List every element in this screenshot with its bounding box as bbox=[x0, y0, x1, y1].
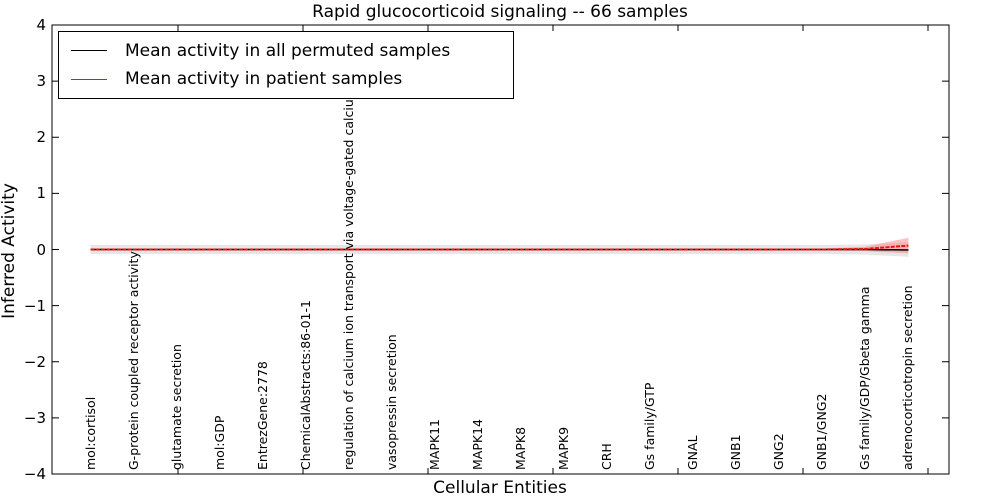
x-category-label: Gs family/GDP/Gbeta gamma bbox=[857, 286, 873, 470]
x-category-label: MAPK8 bbox=[513, 426, 528, 470]
x-category-label: MAPK9 bbox=[556, 426, 572, 470]
x-category-label: GNB1 bbox=[728, 434, 744, 470]
y-tick-label: −1 bbox=[23, 296, 46, 315]
y-tick-label: −3 bbox=[23, 408, 46, 427]
x-category-label: adrenocorticotropin secretion bbox=[900, 285, 916, 470]
x-category-label: glutamate secretion bbox=[168, 344, 184, 470]
legend-item-patient: Mean activity in patient samples bbox=[71, 69, 513, 89]
legend-label-patient: Mean activity in patient samples bbox=[125, 69, 403, 90]
x-category-label: mol:cortisol bbox=[82, 396, 98, 470]
x-category-label: MAPK14 bbox=[469, 419, 485, 470]
y-tick-label: 0 bbox=[36, 240, 46, 259]
legend-label-permuted: Mean activity in all permuted samples bbox=[125, 40, 451, 61]
y-tick-label: 2 bbox=[36, 128, 46, 147]
permuted-line-icon bbox=[71, 50, 107, 52]
x-category-label: MAPK11 bbox=[426, 419, 442, 470]
x-category-label: mol:GDP bbox=[211, 415, 227, 470]
y-tick-label: −4 bbox=[23, 465, 46, 483]
legend-item-permuted: Mean activity in all permuted samples bbox=[71, 41, 513, 61]
x-category-label: ChemicalAbstracts:86-01-1 bbox=[297, 300, 313, 470]
y-tick-label: −2 bbox=[23, 352, 46, 371]
x-category-label: Gs family/GTP bbox=[642, 382, 658, 470]
legend: Mean activity in all permuted samples Me… bbox=[58, 31, 514, 99]
x-category-label: G-protein coupled receptor activity bbox=[125, 251, 141, 470]
x-category-label: EntrezGene:2778 bbox=[254, 361, 270, 470]
x-category-label: GNAL bbox=[685, 435, 701, 470]
patient-line-icon bbox=[71, 78, 107, 80]
x-category-label: vasopressin secretion bbox=[383, 334, 399, 470]
x-category-label: regulation of calcium ion transport via … bbox=[340, 33, 356, 470]
x-axis-label: Cellular Entities bbox=[433, 478, 567, 498]
y-tick-label: 1 bbox=[36, 184, 46, 203]
y-tick-label: 3 bbox=[36, 72, 46, 91]
x-category-label: GNB1/GNG2 bbox=[814, 393, 830, 470]
patient-mean-line bbox=[90, 244, 909, 251]
y-tick-label: 4 bbox=[36, 16, 46, 34]
x-category-label: GNG2 bbox=[771, 433, 787, 470]
chart-title: Rapid glucocorticoid signaling -- 66 sam… bbox=[312, 2, 688, 22]
x-category-label: CRH bbox=[599, 443, 615, 470]
